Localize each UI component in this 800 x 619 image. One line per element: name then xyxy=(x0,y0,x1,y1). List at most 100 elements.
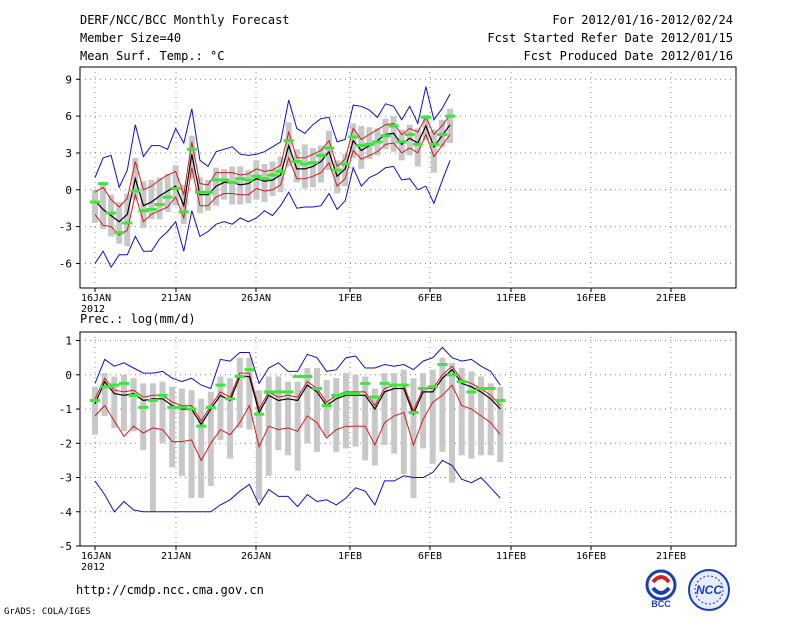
marker xyxy=(146,207,157,211)
ensemble-box xyxy=(178,388,185,476)
marker xyxy=(428,142,439,146)
ensemble-box xyxy=(313,367,320,452)
marker xyxy=(396,140,407,144)
ensemble-box xyxy=(124,193,131,247)
ensemble-box xyxy=(246,357,253,430)
ensemble-box xyxy=(164,173,171,212)
bcc-logo-text: BCC xyxy=(651,599,671,609)
marker xyxy=(466,390,477,394)
marker xyxy=(259,177,270,181)
marker xyxy=(369,395,380,399)
ensemble-box xyxy=(236,357,243,428)
marker xyxy=(350,392,361,396)
maximum-line xyxy=(94,86,451,189)
marker xyxy=(147,398,158,402)
marker xyxy=(495,398,506,402)
marker xyxy=(283,390,293,394)
ensemble-box xyxy=(245,170,252,204)
produced-date: Fcst Produced Date 2012/01/16 xyxy=(523,49,733,63)
ensemble-box xyxy=(429,369,436,464)
ensemble-box xyxy=(309,148,316,188)
marker xyxy=(372,140,383,144)
marker xyxy=(106,211,117,215)
y-tick-label: 0 xyxy=(65,369,72,382)
ensemble-box xyxy=(391,373,398,454)
ensemble-box xyxy=(101,373,108,416)
x-tick-label: 2012 xyxy=(81,304,105,315)
ensemble-box xyxy=(406,124,413,156)
ensemble-box xyxy=(188,390,195,499)
ensemble-box xyxy=(333,378,340,452)
marker xyxy=(291,160,302,164)
marker xyxy=(122,221,133,225)
ensemble-box xyxy=(304,367,311,444)
ensemble-box xyxy=(227,378,234,459)
marker xyxy=(299,162,310,166)
y-tick-label: -3 xyxy=(59,472,72,485)
x-tick-label: 1FEB xyxy=(338,293,362,304)
x-tick-label: 16JAN xyxy=(81,551,111,562)
marker xyxy=(275,169,286,173)
y-tick-label: -2 xyxy=(59,437,72,450)
marker xyxy=(90,398,100,402)
marker xyxy=(138,209,149,213)
ensemble-box xyxy=(261,163,268,203)
ensemble-box xyxy=(159,381,166,444)
marker xyxy=(138,405,149,409)
marker xyxy=(162,195,173,199)
minimum-line xyxy=(94,160,451,269)
marker xyxy=(273,390,284,394)
marker xyxy=(360,381,371,385)
ensemble-box xyxy=(447,108,454,144)
x-tick-label: 1FEB xyxy=(338,551,362,562)
marker xyxy=(186,407,197,411)
marker xyxy=(90,200,100,204)
x-tick-label: 6FEB xyxy=(418,551,442,562)
spread-lower-line xyxy=(94,133,451,236)
marker xyxy=(211,178,222,182)
ensemble-box xyxy=(120,374,127,432)
x-tick-label: 26JAN xyxy=(241,293,271,304)
ensemble-box xyxy=(116,202,123,244)
maximum-line xyxy=(94,346,501,390)
ensemble-box xyxy=(371,388,378,466)
marker xyxy=(331,393,342,397)
ensemble-box xyxy=(422,114,429,141)
marker xyxy=(380,134,391,138)
variable-temp: Mean Surf. Temp.: °C xyxy=(80,49,225,63)
ensemble-box xyxy=(449,362,456,483)
marker xyxy=(311,386,322,390)
ensemble-box xyxy=(468,371,475,459)
marker xyxy=(243,178,254,182)
marker xyxy=(340,392,351,396)
marker xyxy=(170,187,181,191)
precip-title: Prec.: log(mm/d) xyxy=(80,312,196,326)
marker xyxy=(176,405,187,409)
marker xyxy=(379,381,390,385)
ensemble-box xyxy=(140,383,147,451)
ensemble-box xyxy=(381,373,388,445)
marker xyxy=(418,386,429,390)
y-tick-label: 9 xyxy=(65,73,72,86)
marker xyxy=(437,133,448,137)
ensemble-box xyxy=(362,376,369,461)
marker xyxy=(98,182,109,186)
grads-credit: GrADS: COLA/IGES xyxy=(4,607,91,617)
ensemble-box xyxy=(342,154,349,187)
ensemble-box xyxy=(204,179,211,211)
marker xyxy=(348,135,359,139)
marker xyxy=(283,139,294,143)
ensemble-box xyxy=(92,189,98,223)
member-size: Member Size=40 xyxy=(80,31,182,45)
ensemble-box xyxy=(100,184,107,230)
x-tick-label: 6FEB xyxy=(418,293,442,304)
marker xyxy=(194,190,205,194)
plot-frame xyxy=(79,331,737,547)
x-tick-label: 11FEB xyxy=(496,293,526,304)
ensemble-box xyxy=(156,177,163,220)
ensemble-box xyxy=(420,373,427,449)
ensemble-box xyxy=(323,379,330,437)
marker xyxy=(404,133,415,137)
ensemble-box xyxy=(198,398,205,499)
